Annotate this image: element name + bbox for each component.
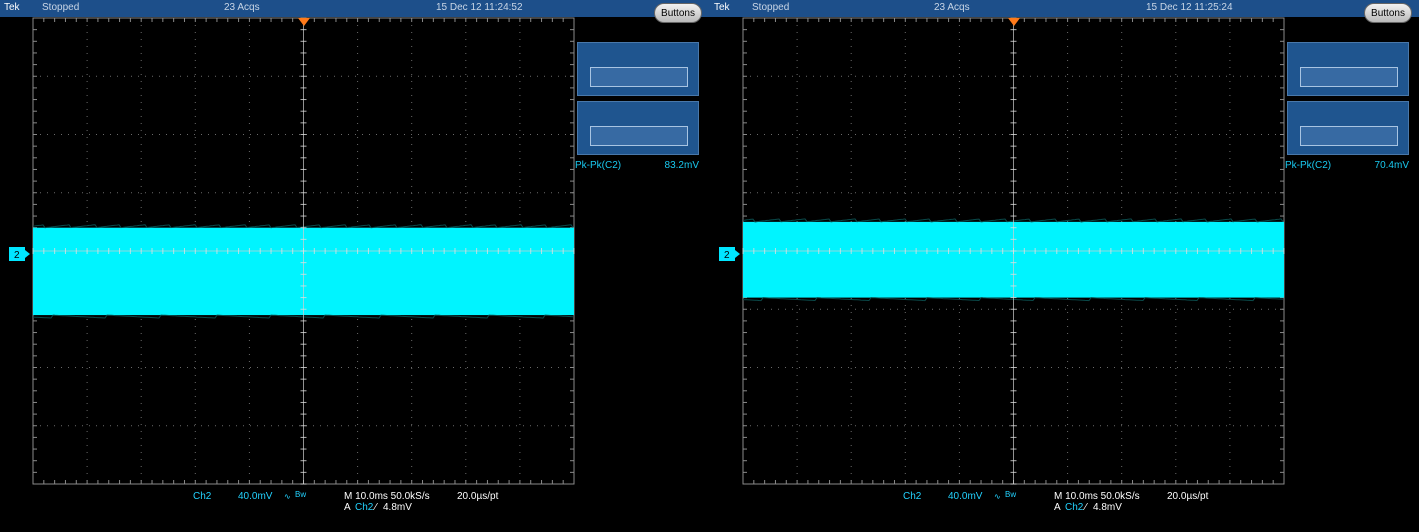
acquisition-count: 23 Acqs <box>224 2 260 13</box>
oscilloscope-screen-1: Tek Stopped 23 Acqs 15 Dec 12 11:24:52 B… <box>0 0 710 532</box>
bandwidth-limit-icon: ∿ <box>994 492 1001 501</box>
measurement-field-1[interactable] <box>590 67 688 87</box>
acquisition-state: Stopped <box>42 2 80 13</box>
channel-2-marker-icon[interactable]: 2 <box>719 247 741 261</box>
acquisition-state: Stopped <box>752 2 790 13</box>
vertical-scale: 40.0mV <box>948 491 983 502</box>
trigger-position-marker-icon <box>298 18 310 26</box>
trigger-slope-icon: ⁄ <box>375 502 377 513</box>
channel-marker-label: 2 <box>14 250 20 261</box>
measurement-label: Pk-Pk(C2) <box>575 160 622 171</box>
graticule <box>742 17 1285 485</box>
measurement-value: 70.4mV <box>1374 160 1409 171</box>
brand-label: Tek <box>714 2 730 13</box>
channel-2-marker-icon[interactable]: 2 <box>9 247 31 261</box>
measurement-field-2[interactable] <box>590 126 688 146</box>
trigger-position-marker-icon <box>1008 18 1020 26</box>
trigger-level: 4.8mV <box>383 502 412 513</box>
bandwidth-limit-icon: ∿ <box>284 492 291 501</box>
measurement-panel-2[interactable] <box>577 101 699 155</box>
measurement-value: 83.2mV <box>664 160 699 171</box>
trigger-level: 4.8mV <box>1093 502 1122 513</box>
measurement-panel-1[interactable] <box>1287 42 1409 96</box>
trigger-prefix: A <box>344 502 351 513</box>
trigger-slope-icon: ⁄ <box>1085 502 1087 513</box>
title-bar: Tek Stopped 23 Acqs 15 Dec 12 11:24:52 <box>0 0 710 17</box>
timestamp: 15 Dec 12 11:24:52 <box>436 2 523 13</box>
timebase-readout: M 10.0ms 50.0kS/s <box>344 491 430 502</box>
measurement-label: Pk-Pk(C2) <box>1285 160 1332 171</box>
graticule <box>32 17 575 485</box>
timestamp: 15 Dec 12 11:25:24 <box>1146 2 1233 13</box>
trigger-prefix: A <box>1054 502 1061 513</box>
oscilloscope-screen-2: Tek Stopped 23 Acqs 15 Dec 12 11:25:24 B… <box>710 0 1419 532</box>
channel-marker-label: 2 <box>724 250 730 261</box>
record-resolution: 20.0µs/pt <box>1167 491 1209 502</box>
timebase-readout: M 10.0ms 50.0kS/s <box>1054 491 1140 502</box>
trigger-channel: Ch2 <box>1065 502 1084 513</box>
record-resolution: 20.0µs/pt <box>457 491 499 502</box>
title-bar: Tek Stopped 23 Acqs 15 Dec 12 11:25:24 <box>710 0 1419 17</box>
bandwidth-label: Bw <box>1005 490 1017 499</box>
brand-label: Tek <box>4 2 20 13</box>
buttons-button[interactable]: Buttons <box>1364 3 1412 23</box>
measurement-panel-1[interactable] <box>577 42 699 96</box>
vertical-scale: 40.0mV <box>238 491 273 502</box>
buttons-button[interactable]: Buttons <box>654 3 702 23</box>
measurement-panel-2[interactable] <box>1287 101 1409 155</box>
measurement-field-1[interactable] <box>1300 67 1398 87</box>
channel-label: Ch2 <box>193 491 212 502</box>
acquisition-count: 23 Acqs <box>934 2 970 13</box>
bandwidth-label: Bw <box>295 490 307 499</box>
channel-label: Ch2 <box>903 491 922 502</box>
measurement-field-2[interactable] <box>1300 126 1398 146</box>
trigger-channel: Ch2 <box>355 502 374 513</box>
